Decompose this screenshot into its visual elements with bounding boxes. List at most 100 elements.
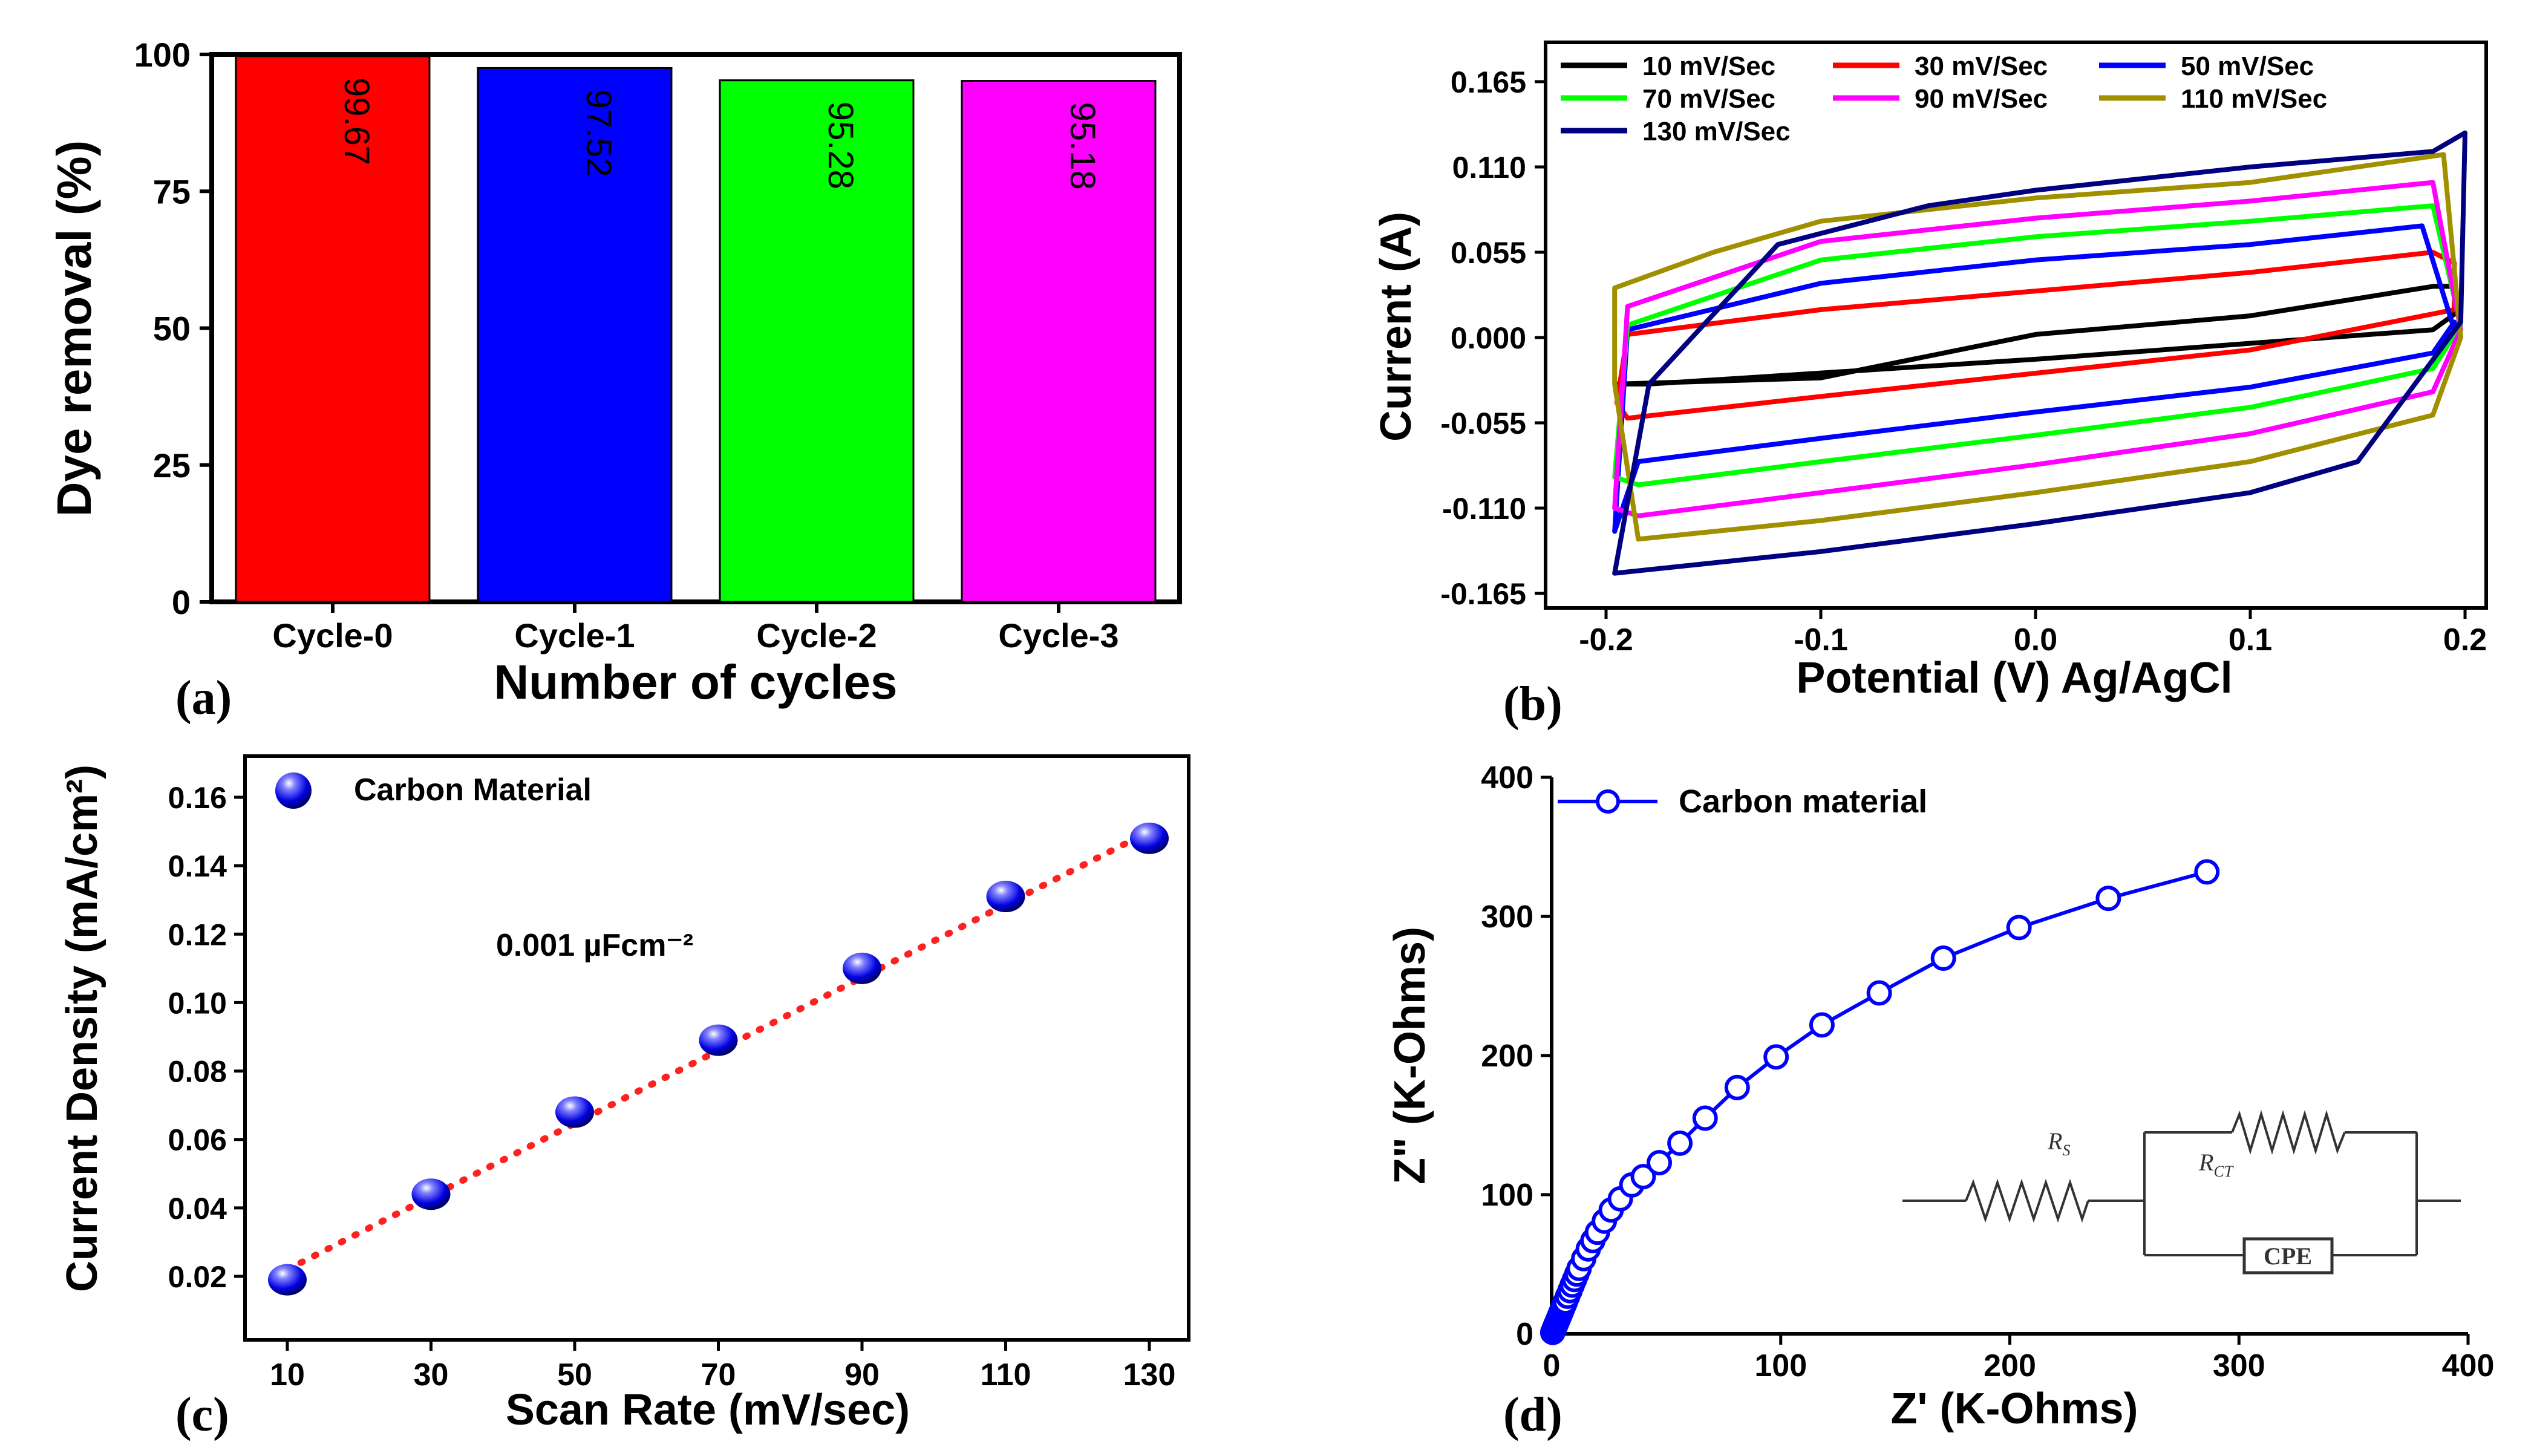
panel-d-legend: Carbon material	[1558, 783, 1927, 820]
data-point	[986, 881, 1025, 913]
x-tick-label: 200	[1984, 1348, 2036, 1383]
legend-label: Carbon material	[1679, 783, 1927, 820]
panel-a-xlabel: Number of cycles	[494, 655, 898, 709]
bar	[477, 67, 673, 603]
cv-curve	[1612, 180, 2463, 518]
bar	[235, 55, 431, 603]
x-tick-label: 130	[1123, 1357, 1176, 1392]
panel-b-label: (b)	[1503, 677, 1563, 731]
y-tick-label: 50	[153, 310, 191, 348]
bar-value-label: 95.18	[1063, 102, 1102, 190]
legend-label: 30 mV/Sec	[1915, 51, 2048, 81]
legend-label: 50 mV/Sec	[2181, 51, 2314, 81]
data-point	[1724, 1074, 1750, 1100]
panel-b: -0.2 -0.1 0.0 0.1 0.2 -0.165 -0.110 -0.055 0.000…	[1372, 41, 2488, 731]
y-tick-label: 0.165	[1451, 65, 1526, 99]
data-point	[1763, 1044, 1789, 1070]
data-point	[2194, 859, 2220, 885]
panel-a-ylabel: Dye removal (%)	[47, 140, 101, 517]
y-tick-label: 0.08	[168, 1055, 227, 1089]
y-tick-label: 0.10	[168, 986, 227, 1020]
panel-c-label: (c)	[175, 1388, 229, 1441]
data-point	[411, 1178, 451, 1210]
data-point	[1130, 822, 1169, 854]
data-point	[843, 952, 881, 984]
x-tick-label: 30	[414, 1357, 449, 1392]
panel-c-legend: Carbon Material	[275, 772, 592, 809]
y-tick-label: 100	[1481, 1178, 1533, 1213]
y-tick-label: 0.12	[168, 918, 227, 952]
bar-value-label: 99.67	[337, 77, 376, 165]
x-tick-label: -0.2	[1579, 622, 1633, 658]
data-point	[699, 1024, 738, 1056]
x-tick-label: -0.1	[1794, 622, 1848, 658]
y-tick-label: 100	[134, 36, 191, 74]
y-tick-label: 0	[1516, 1317, 1533, 1352]
impedance-line	[1551, 870, 2207, 1333]
x-tick-label: 110	[981, 1357, 1031, 1392]
y-tick-label: 0.14	[168, 849, 227, 883]
panel-d-ylabel: Z" (K-Ohms)	[1386, 927, 1434, 1184]
rs-resistor	[1965, 1178, 2089, 1223]
data-point	[1630, 1164, 1656, 1190]
panel-d-label: (d)	[1503, 1388, 1563, 1441]
x-tick-label: Cycle-0	[272, 616, 393, 655]
x-tick-label: 70	[701, 1357, 736, 1392]
bar	[961, 80, 1157, 603]
y-tick-label: 0	[172, 583, 191, 621]
data-point	[1692, 1105, 1718, 1131]
cpe-label: CPE	[2264, 1242, 2312, 1270]
cv-curve	[1612, 130, 2467, 576]
bar-value-label: 95.28	[821, 102, 860, 189]
x-tick-label: Cycle-2	[756, 616, 877, 655]
legend-marker	[1596, 789, 1620, 814]
x-tick-label: 0.0	[2014, 622, 2057, 658]
x-tick-label: 400	[2442, 1348, 2495, 1383]
rs-label: RS	[2047, 1128, 2070, 1159]
y-tick-label: 0.000	[1451, 321, 1526, 355]
y-tick-label: -0.165	[1440, 577, 1526, 611]
rct-resistor	[2231, 1110, 2346, 1155]
slope-annotation: 0.001 µFcm⁻²	[496, 928, 693, 963]
panel-c: 10 30 50 70 90 110 130 0.02 0.04 0.06 0.08 0.10 0.12…	[58, 754, 1190, 1441]
panel-a: 99.67 97.52 95.28 95.18 Cycle-0 Cycle-1 Cycle…	[47, 36, 1182, 725]
data-point	[2095, 886, 2121, 912]
data-point	[1809, 1012, 1835, 1038]
data-point	[1667, 1130, 1693, 1156]
x-tick-label: Cycle-3	[998, 616, 1118, 655]
legend-marker	[275, 772, 312, 809]
panel-b-frame	[1544, 41, 2488, 610]
x-tick-label: 0.2	[2443, 622, 2487, 658]
data-point	[268, 1264, 307, 1296]
y-tick-label: -0.055	[1440, 406, 1526, 440]
y-tick-label: 75	[153, 172, 191, 211]
x-tick-label: 10	[270, 1357, 305, 1392]
x-tick-label: 100	[1754, 1348, 1807, 1383]
equivalent-circuit	[1902, 1110, 2461, 1275]
x-tick-label: 300	[2213, 1348, 2265, 1383]
panel-b-xlabel: Potential (V) Ag/AgCl	[1796, 654, 2232, 702]
cv-curve	[1612, 203, 2463, 488]
y-tick-label: 0.04	[168, 1192, 227, 1226]
legend-label: Carbon Material	[354, 772, 592, 808]
y-tick-label: 0.06	[168, 1123, 227, 1157]
cv-curve	[1612, 152, 2463, 542]
data-point	[2006, 915, 2032, 941]
panel-d-xlabel: Z' (K-Ohms)	[1890, 1385, 2138, 1433]
panel-b-ylabel: Current (A)	[1372, 212, 1420, 442]
y-tick-label: 0.110	[1452, 151, 1526, 184]
x-tick-label: Cycle-1	[514, 616, 635, 655]
y-tick-label: 0.16	[168, 781, 227, 815]
panel-d: 0 100 200 300 400 0 100 200 300 400 Carbon materi…	[1386, 760, 2494, 1441]
y-tick-label: 25	[153, 446, 191, 485]
rct-label: RCT	[2198, 1149, 2234, 1180]
legend-label: 130 mV/Sec	[1642, 117, 1791, 146]
legend-label: 70 mV/Sec	[1642, 84, 1775, 114]
y-tick-label: 400	[1481, 760, 1533, 795]
y-tick-label: 0.02	[168, 1260, 227, 1294]
panel-c-xlabel: Scan Rate (mV/sec)	[506, 1386, 910, 1434]
bar	[719, 79, 915, 603]
x-tick-label: 0.1	[2229, 622, 2272, 658]
y-tick-label: 200	[1481, 1039, 1533, 1074]
